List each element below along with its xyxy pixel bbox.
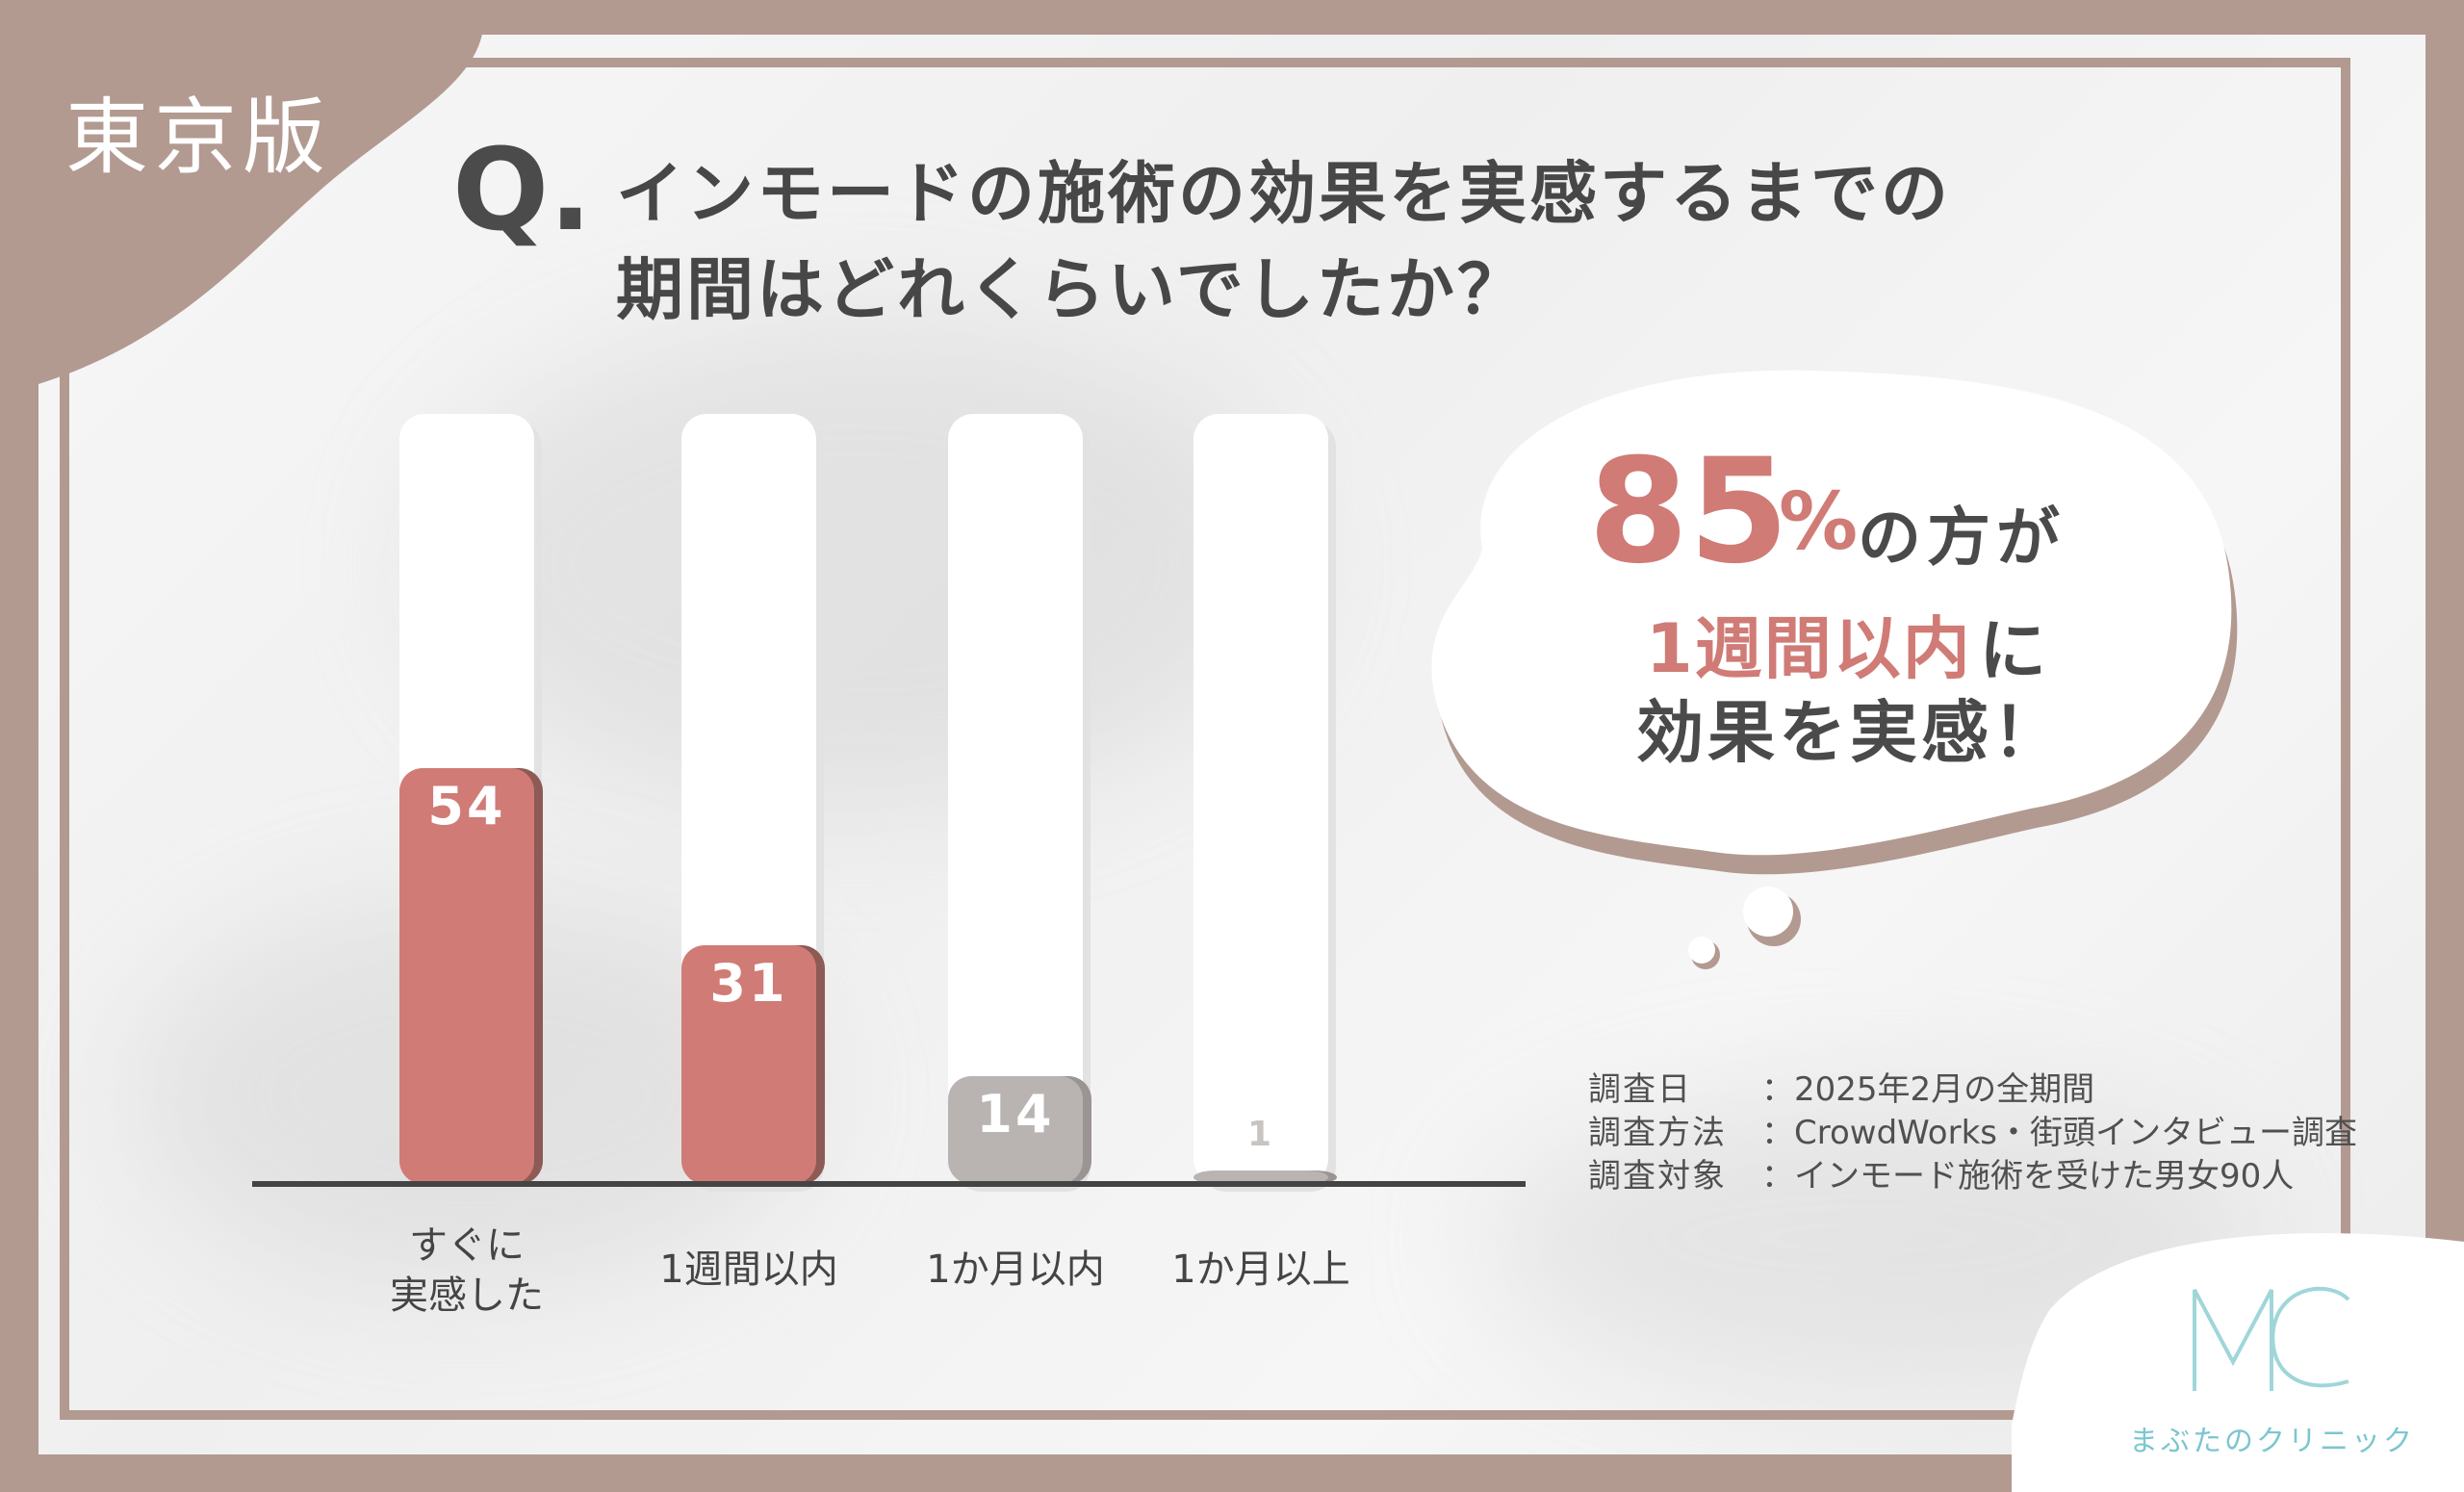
data-label: 1	[1247, 1115, 1274, 1154]
survey-label: 調査方法	[1588, 1114, 1727, 1152]
bar	[948, 1076, 1083, 1184]
callout-percent: 85	[1588, 428, 1789, 596]
x-tick-label: すぐに 実感した	[351, 1221, 582, 1321]
bar-chart: 54 31 14 1	[252, 414, 1526, 1192]
question-line-1: インモードの施術の効果を実感するまでの	[616, 154, 1951, 233]
callout-line1-suffix: の方が	[1858, 501, 2066, 575]
survey-value: ：2025年2月の全期間	[1761, 1070, 2095, 1109]
background-shadow	[424, 323, 1290, 805]
logo-mark-icon	[2193, 1286, 2350, 1391]
x-tick-label: 1か月以内	[900, 1245, 1131, 1295]
clinic-name: まぶたのクリニック	[2129, 1425, 2415, 1458]
bar	[681, 945, 816, 1184]
x-tick-label-line: 1か月以上	[1171, 1248, 1350, 1292]
badge-shape	[0, 0, 484, 395]
bar-track	[1194, 414, 1328, 1184]
survey-row: 調査日 ：2025年2月の全期間	[1588, 1068, 2357, 1112]
callout-percent-sign: %	[1779, 476, 1859, 568]
x-tick-label-line: 1週間以内	[659, 1248, 838, 1292]
callout-line2-suffix: に	[1979, 611, 2046, 690]
x-tick-label-line: 1か月以内	[926, 1248, 1105, 1292]
survey-info: 調査日 ：2025年2月の全期間 調査方法 ：CrowdWorks・街頭インタビ…	[1588, 1068, 2357, 1198]
data-label: 54	[427, 776, 505, 836]
x-tick-label-line: すぐに	[409, 1223, 525, 1268]
x-tick-label: 1か月以上	[1145, 1245, 1376, 1295]
data-label: 14	[976, 1084, 1054, 1145]
survey-row: 調査対象 ：インモード施術を受けた男女90人	[1588, 1155, 2357, 1198]
question-line-2: 期間はどれくらいでしたか？	[616, 250, 1527, 329]
survey-label: 調査日	[1588, 1070, 1727, 1109]
bar-track	[948, 414, 1083, 1184]
survey-value: ：CrowdWorks・街頭インタビュー調査	[1761, 1114, 2357, 1152]
callout-line3: 効果を実感！	[1636, 693, 2064, 772]
badge-label: 東京版	[65, 90, 331, 186]
clinic-logo	[2012, 1233, 2464, 1492]
x-tick-label: 1週間以内	[633, 1245, 864, 1295]
survey-row: 調査方法 ：CrowdWorks・街頭インタビュー調査	[1588, 1112, 2357, 1155]
x-tick-label-line: 実感した	[390, 1273, 544, 1318]
speech-bubble	[1431, 370, 2238, 969]
survey-label: 調査対象	[1588, 1157, 1727, 1196]
data-label: 31	[709, 953, 787, 1014]
question-prefix: Q.	[452, 123, 593, 256]
survey-value: ：インモード施術を受けた男女90人	[1761, 1157, 2295, 1196]
bar	[399, 768, 534, 1184]
bar	[1194, 1170, 1328, 1184]
callout-highlight: 1週間以内	[1646, 609, 1972, 688]
inner-frame	[60, 58, 2350, 1420]
